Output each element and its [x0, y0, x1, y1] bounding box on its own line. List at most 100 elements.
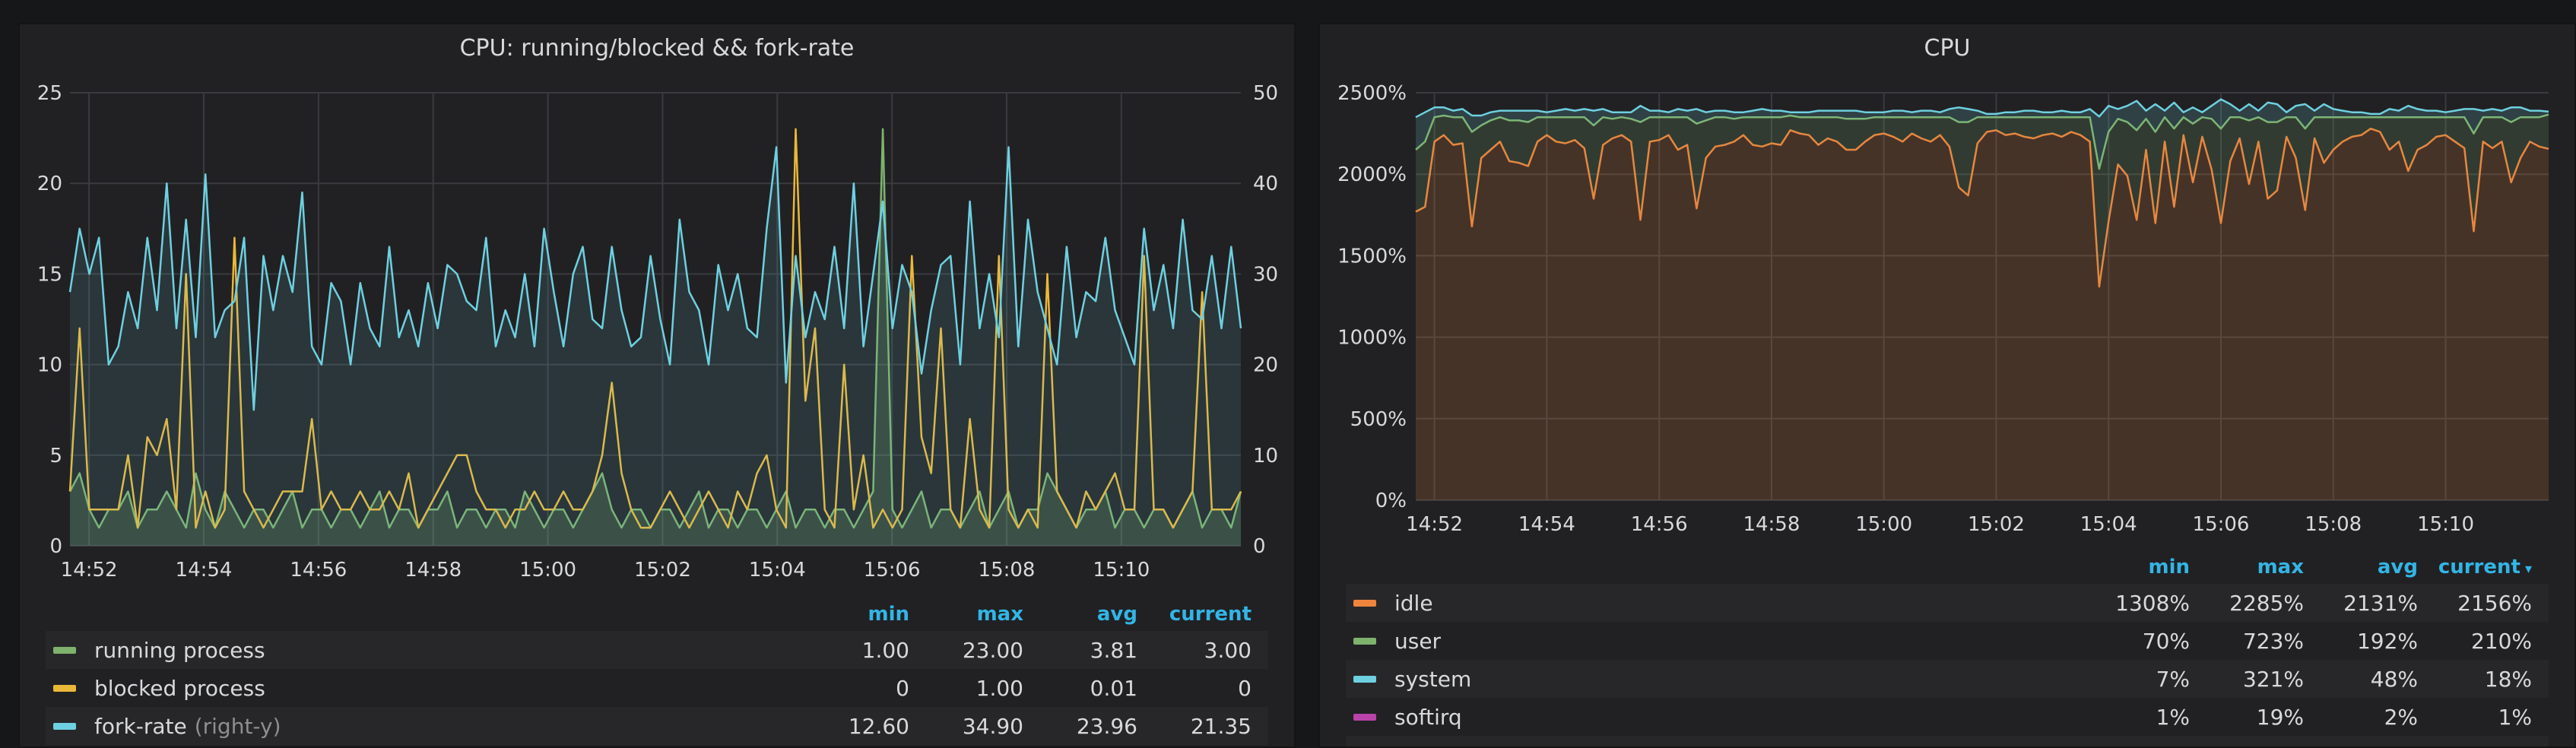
legend: min max avg current running process 1.00… — [46, 597, 1268, 745]
legend-header-max[interactable]: max — [976, 603, 1023, 626]
y-left-tick-label: 0 — [49, 535, 62, 558]
stat-max: 321% — [2242, 666, 2304, 692]
legend-rows: running process 1.00 23.00 3.81 3.00 blo… — [46, 631, 1268, 745]
y-right-tick-label: 20 — [1253, 354, 1278, 377]
x-tick-label: 14:52 — [1406, 513, 1463, 536]
x-tick-label: 15:00 — [1855, 513, 1912, 536]
stat-max: 1.00 — [976, 675, 1023, 701]
legend-header-min[interactable]: min — [868, 603, 909, 626]
series-swatch[interactable] — [1353, 675, 1376, 683]
stat-min: 0 — [896, 675, 909, 701]
legend-label[interactable]: system — [1394, 666, 1472, 692]
series-swatch[interactable] — [1353, 713, 1376, 721]
stat-avg: 48% — [2370, 666, 2418, 692]
legend: min max avg current ▾ idle 1308% 2285% 2131%… — [1346, 550, 2549, 747]
series-line-system — [1415, 98, 2549, 119]
series-area-system — [1416, 99, 2549, 170]
y-right-tick-label: 10 — [1253, 445, 1278, 468]
panel-title[interactable]: CPU: running/blocked && fork-rate — [459, 35, 855, 62]
legend-label[interactable]: softirq — [1394, 704, 1462, 730]
stat-current: 21.35 — [1190, 713, 1252, 739]
x-tick-label: 15:00 — [519, 559, 576, 582]
legend-label[interactable]: fork-rate — [94, 713, 187, 739]
series-area-user — [1416, 114, 2549, 287]
x-tick-label: 15:06 — [2193, 513, 2250, 536]
stat-avg: 23.96 — [1076, 713, 1137, 739]
panel-cpu: CPU 0% 500% 1000% 1500% 2000% 2500% 14:52 14:54… — [1318, 23, 2576, 748]
legend-row-iowait[interactable]: iowait0%4%1%0% — [1346, 736, 2549, 747]
stat-min: 70% — [2142, 628, 2190, 654]
y-tick-label: 1000% — [1337, 327, 1407, 350]
stat-min: 1% — [2156, 704, 2190, 730]
y-tick-label: 0% — [1375, 490, 1407, 512]
legend-label[interactable]: running process — [94, 637, 265, 663]
x-tick-label: 15:08 — [2305, 513, 2362, 536]
stat-avg: 2% — [2384, 704, 2418, 730]
series-line-fork-rate — [68, 146, 1242, 411]
stat-current: 210% — [2470, 628, 2532, 654]
legend-header-max[interactable]: max — [2257, 556, 2304, 578]
series-area-fork-rate — [70, 147, 1241, 546]
y-right-tick-label: 50 — [1253, 82, 1278, 105]
x-tick-label: 15:04 — [2080, 513, 2137, 536]
stat-avg: 1% — [2321, 743, 2435, 747]
legend-row-blocked[interactable]: blocked process 0 1.00 0.01 0 — [46, 669, 1268, 707]
x-tick-label: 15:02 — [1968, 513, 2025, 536]
x-tick-label: 14:58 — [404, 559, 462, 582]
legend-label[interactable]: iowait — [1394, 743, 1458, 747]
legend-label[interactable]: blocked process — [94, 675, 265, 701]
legend-header-avg[interactable]: avg — [1096, 603, 1137, 626]
series-swatch[interactable] — [53, 722, 76, 730]
y-tick-label: 2000% — [1337, 163, 1407, 186]
sort-desc-icon[interactable]: ▾ — [2524, 561, 2532, 577]
stat-current: 0% — [2435, 743, 2549, 747]
legend-header-min[interactable]: min — [2148, 556, 2190, 578]
x-tick-label: 14:56 — [290, 559, 347, 582]
legend-row-user[interactable]: user 70% 723% 192% 210% — [1346, 622, 2549, 660]
series-swatch[interactable] — [53, 684, 76, 692]
legend-header-avg[interactable]: avg — [2377, 556, 2418, 578]
stat-avg: 2131% — [2343, 590, 2418, 616]
legend-label[interactable]: idle — [1394, 590, 1433, 616]
legend-row-idle[interactable]: idle 1308% 2285% 2131% 2156% — [1346, 584, 2549, 622]
panel-cpu-running-blocked: CPU: running/blocked && fork-rate 0 5 10 15… — [18, 23, 1296, 748]
stat-max: 34.90 — [962, 713, 1023, 739]
stat-current: 0 — [1238, 675, 1252, 701]
legend-label[interactable]: user — [1394, 628, 1442, 654]
series-swatch[interactable] — [1353, 637, 1376, 645]
y-left-tick-label: 15 — [37, 263, 62, 286]
x-tick-label: 15:04 — [749, 559, 806, 582]
legend-header-current[interactable]: current ▾ — [2435, 556, 2549, 578]
x-tick-label: 14:52 — [61, 559, 118, 582]
legend-header-current-label[interactable]: current — [2438, 556, 2520, 578]
panel-title[interactable]: CPU — [1924, 35, 1971, 62]
x-tick-label: 15:08 — [979, 559, 1036, 582]
stat-min: 0% — [2092, 743, 2206, 747]
stat-current: 3.00 — [1204, 637, 1252, 663]
stat-max: 23.00 — [962, 637, 1023, 663]
legend-row-fork-rate[interactable]: fork-rate (right-y) 12.60 34.90 23.96 21.… — [46, 707, 1268, 745]
stat-max: 723% — [2242, 628, 2304, 654]
legend-header: min max avg current — [46, 597, 1268, 631]
legend-header-current[interactable]: current — [1169, 603, 1252, 626]
legend-row-softirq[interactable]: softirq 1% 19% 2% 1% — [1346, 698, 2549, 736]
y-left-tick-label: 5 — [49, 445, 62, 468]
stat-max: 2285% — [2229, 590, 2304, 616]
legend-row-running[interactable]: running process 1.00 23.00 3.81 3.00 — [46, 631, 1268, 669]
stat-min: 12.60 — [848, 713, 909, 739]
stat-max: 4% — [2206, 743, 2321, 747]
legend-axis-suffix: (right-y) — [194, 713, 281, 739]
x-tick-label: 14:54 — [1518, 513, 1575, 536]
legend-rows: idle 1308% 2285% 2131% 2156% user 70% 723% 192% 2… — [1346, 584, 2549, 747]
series-area-idle — [1416, 128, 2549, 500]
y-tick-label: 2500% — [1337, 82, 1407, 105]
stat-avg: 0.01 — [1090, 675, 1137, 701]
stat-current: 1% — [2498, 704, 2532, 730]
x-tick-label: 15:10 — [1093, 559, 1150, 582]
y-left-tick-label: 25 — [37, 82, 62, 105]
series-line-user — [1415, 113, 2549, 170]
series-swatch[interactable] — [1353, 599, 1376, 607]
x-tick-label: 15:10 — [2417, 513, 2474, 536]
legend-row-system[interactable]: system 7% 321% 48% 18% — [1346, 660, 2549, 698]
series-swatch[interactable] — [53, 646, 76, 654]
